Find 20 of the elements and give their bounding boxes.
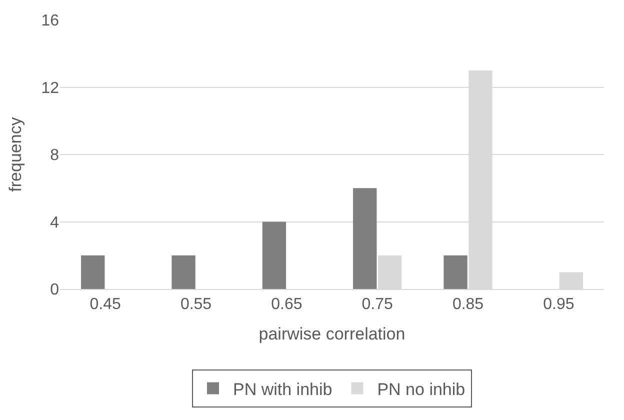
bar xyxy=(262,222,286,289)
legend-label: PN no inhib xyxy=(377,380,466,399)
y-tick-label: 12 xyxy=(41,80,60,97)
x-tick-label: 0.55 xyxy=(180,296,212,314)
x-axis-title: pairwise correlation xyxy=(258,324,406,344)
y-tick-label: 8 xyxy=(50,147,60,164)
bar xyxy=(172,255,196,289)
x-tick-label: 0.85 xyxy=(452,296,484,314)
x-tick-label: 0.65 xyxy=(271,296,302,314)
y-tick-label: 0 xyxy=(50,282,60,299)
y-tick-label: 16 xyxy=(41,12,60,30)
bar xyxy=(353,188,377,289)
x-tick-label: 0.75 xyxy=(362,296,393,314)
x-tick-label: 0.45 xyxy=(90,296,121,314)
y-tick-label: 4 xyxy=(50,214,60,232)
x-tick-label: 0.95 xyxy=(543,296,574,314)
legend-label: PN with inhib xyxy=(233,380,332,399)
y-axis-title: frequency xyxy=(6,116,25,192)
bar xyxy=(81,255,105,289)
bar xyxy=(444,255,468,289)
